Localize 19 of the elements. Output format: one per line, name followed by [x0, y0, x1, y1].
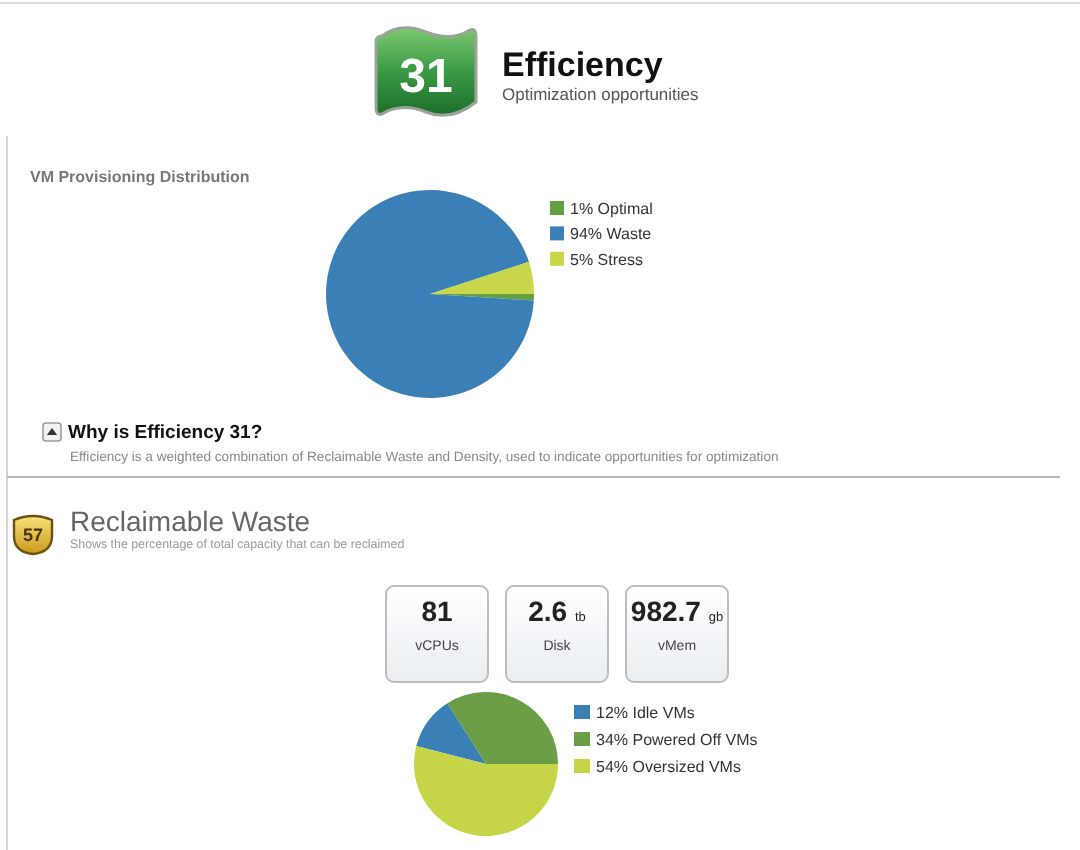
pie-slice [416, 703, 486, 764]
legend-label: 5% Stress [570, 250, 643, 269]
text: 31 [399, 50, 453, 104]
pie-slice [447, 692, 558, 764]
legend-label: 12% Idle VMs [596, 704, 695, 722]
text: Optimization opportunities [502, 84, 699, 104]
text: 57 [22, 525, 44, 545]
legend-label: 94% Waste [570, 225, 653, 244]
legend-label: 54% Oversized VMs [596, 758, 741, 776]
text: Efficiency [502, 46, 664, 84]
pie-slice [326, 190, 534, 398]
pie-slice [414, 746, 558, 836]
text: Why is Efficiency 31? [68, 422, 263, 444]
legend-label: 1% Optimal [570, 200, 654, 218]
pie-slice [430, 261, 534, 294]
text: Reclaimable Waste [70, 505, 311, 537]
text: VM Provisioning Distribution [30, 168, 250, 186]
text: 81 [421, 595, 453, 627]
legend-label: 34% Powered Off VMs [596, 731, 758, 749]
